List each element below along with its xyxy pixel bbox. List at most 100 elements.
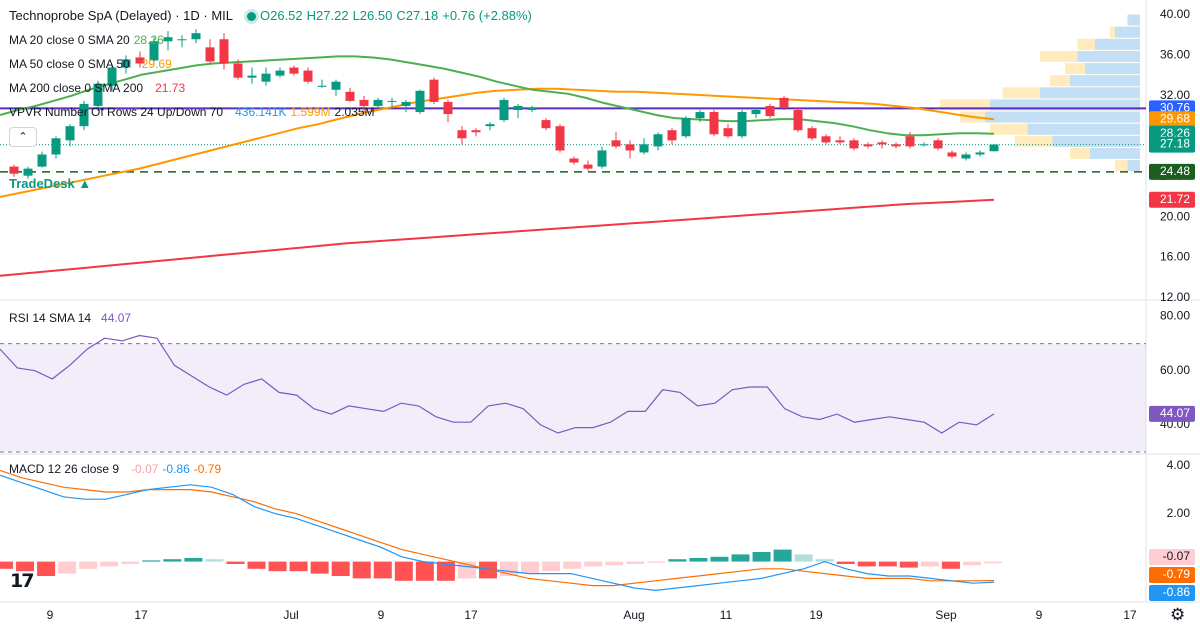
candle[interactable] <box>681 118 691 137</box>
candle[interactable] <box>555 126 565 151</box>
rsi-legend[interactable]: RSI 14 SMA 14 44.07 <box>9 311 135 325</box>
candle[interactable] <box>863 144 873 147</box>
macd-badge <box>1149 549 1195 565</box>
candle[interactable] <box>51 138 61 155</box>
candle[interactable] <box>233 63 243 78</box>
candle[interactable] <box>429 79 439 102</box>
candle[interactable] <box>163 37 173 42</box>
candle[interactable] <box>79 103 89 127</box>
candle[interactable] <box>989 144 999 152</box>
time-axis-label: 17 <box>464 608 478 622</box>
candle[interactable] <box>415 90 425 113</box>
candle[interactable] <box>373 99 383 106</box>
candle[interactable] <box>9 166 19 174</box>
candle[interactable] <box>401 101 411 106</box>
ma50-legend[interactable]: MA 50 close 0 SMA 50 29.69 <box>9 57 176 71</box>
rsi-value: 44.07 <box>101 311 132 325</box>
moving-averages <box>0 55 995 277</box>
vp-up-bar <box>1115 26 1140 38</box>
tradingview-logo[interactable]: 17 <box>10 570 34 592</box>
candle[interactable] <box>541 120 551 129</box>
candle[interactable] <box>835 140 845 143</box>
candle[interactable] <box>821 136 831 143</box>
vpvr-legend[interactable]: VPVR Number Of Rows 24 Up/Down 70 436.141… <box>9 105 379 119</box>
candle[interactable] <box>303 70 313 82</box>
candle[interactable] <box>709 112 719 135</box>
chart-title[interactable]: Technoprobe SpA (Delayed) · 1D · MIL <box>9 8 233 23</box>
candle[interactable] <box>387 100 397 102</box>
candle[interactable] <box>345 91 355 101</box>
tradedesk-text: TradeDesk <box>9 176 75 191</box>
candle[interactable] <box>667 130 677 141</box>
candle[interactable] <box>107 67 117 86</box>
candle[interactable] <box>933 140 943 149</box>
candle[interactable] <box>37 154 47 167</box>
candle[interactable] <box>765 105 775 117</box>
candle[interactable] <box>65 126 75 141</box>
candle[interactable] <box>639 144 649 153</box>
ma20-legend[interactable]: MA 20 close 0 SMA 20 28.26 <box>9 33 168 47</box>
candle[interactable] <box>919 144 929 146</box>
macd-legend[interactable]: MACD 12 26 close 9 -0.07 -0.86 -0.79 <box>9 462 225 476</box>
candle[interactable] <box>359 99 369 106</box>
candles[interactable] <box>9 29 999 179</box>
candle[interactable] <box>653 134 663 147</box>
candle[interactable] <box>499 99 509 121</box>
candle[interactable] <box>779 97 789 108</box>
candle[interactable] <box>583 164 593 169</box>
candle[interactable] <box>975 152 985 155</box>
candle[interactable] <box>611 140 621 147</box>
macd-histogram-bar <box>79 561 98 569</box>
candle[interactable] <box>905 136 915 147</box>
collapse-legend-button[interactable]: ⌃ <box>9 127 37 147</box>
candle[interactable] <box>597 150 607 167</box>
candle[interactable] <box>723 128 733 137</box>
tradedesk-label[interactable]: TradeDesk ▲ <box>9 176 92 191</box>
candle[interactable] <box>527 107 537 111</box>
candle[interactable] <box>135 57 145 64</box>
candle[interactable] <box>961 154 971 159</box>
candle[interactable] <box>205 47 215 62</box>
candle[interactable] <box>289 67 299 74</box>
candle[interactable] <box>93 83 103 106</box>
candle[interactable] <box>331 81 341 90</box>
candle[interactable] <box>513 105 523 111</box>
candle[interactable] <box>891 144 901 147</box>
macd-histogram-bar <box>0 561 13 569</box>
candle[interactable] <box>625 144 635 151</box>
candle[interactable] <box>807 128 817 139</box>
candle[interactable] <box>737 112 747 137</box>
candle[interactable] <box>849 140 859 149</box>
candle[interactable] <box>317 85 327 87</box>
price-tick-label: 16.00 <box>1160 250 1190 264</box>
price-badge <box>1149 191 1195 208</box>
candle[interactable] <box>569 158 579 163</box>
candle[interactable] <box>485 124 495 127</box>
settings-gear-icon[interactable]: ⚙ <box>1170 605 1186 624</box>
candle[interactable] <box>149 41 159 61</box>
price-badge-label: 28.26 <box>1160 126 1190 140</box>
vp-up-bar <box>1085 63 1140 75</box>
time-axis-label: 9 <box>1036 608 1043 622</box>
ma200-legend[interactable]: MA 200 close 0 SMA 200 21.73 <box>9 81 189 95</box>
candle[interactable] <box>23 168 33 176</box>
candle[interactable] <box>219 39 229 64</box>
rsi-line <box>0 334 995 434</box>
candle[interactable] <box>275 70 285 76</box>
macd-histogram-bar <box>37 561 56 576</box>
candle[interactable] <box>191 33 201 40</box>
candle[interactable] <box>751 110 761 115</box>
candle[interactable] <box>261 73 271 82</box>
candle[interactable] <box>695 112 705 119</box>
candle[interactable] <box>947 152 957 157</box>
candle[interactable] <box>177 39 187 41</box>
candle[interactable] <box>471 130 481 133</box>
time-axis-label: 11 <box>720 608 733 622</box>
candle[interactable] <box>443 101 453 115</box>
candle[interactable] <box>457 130 467 139</box>
candle[interactable] <box>247 75 257 78</box>
candle[interactable] <box>121 59 131 68</box>
candle[interactable] <box>877 142 887 145</box>
candle[interactable] <box>793 110 803 131</box>
